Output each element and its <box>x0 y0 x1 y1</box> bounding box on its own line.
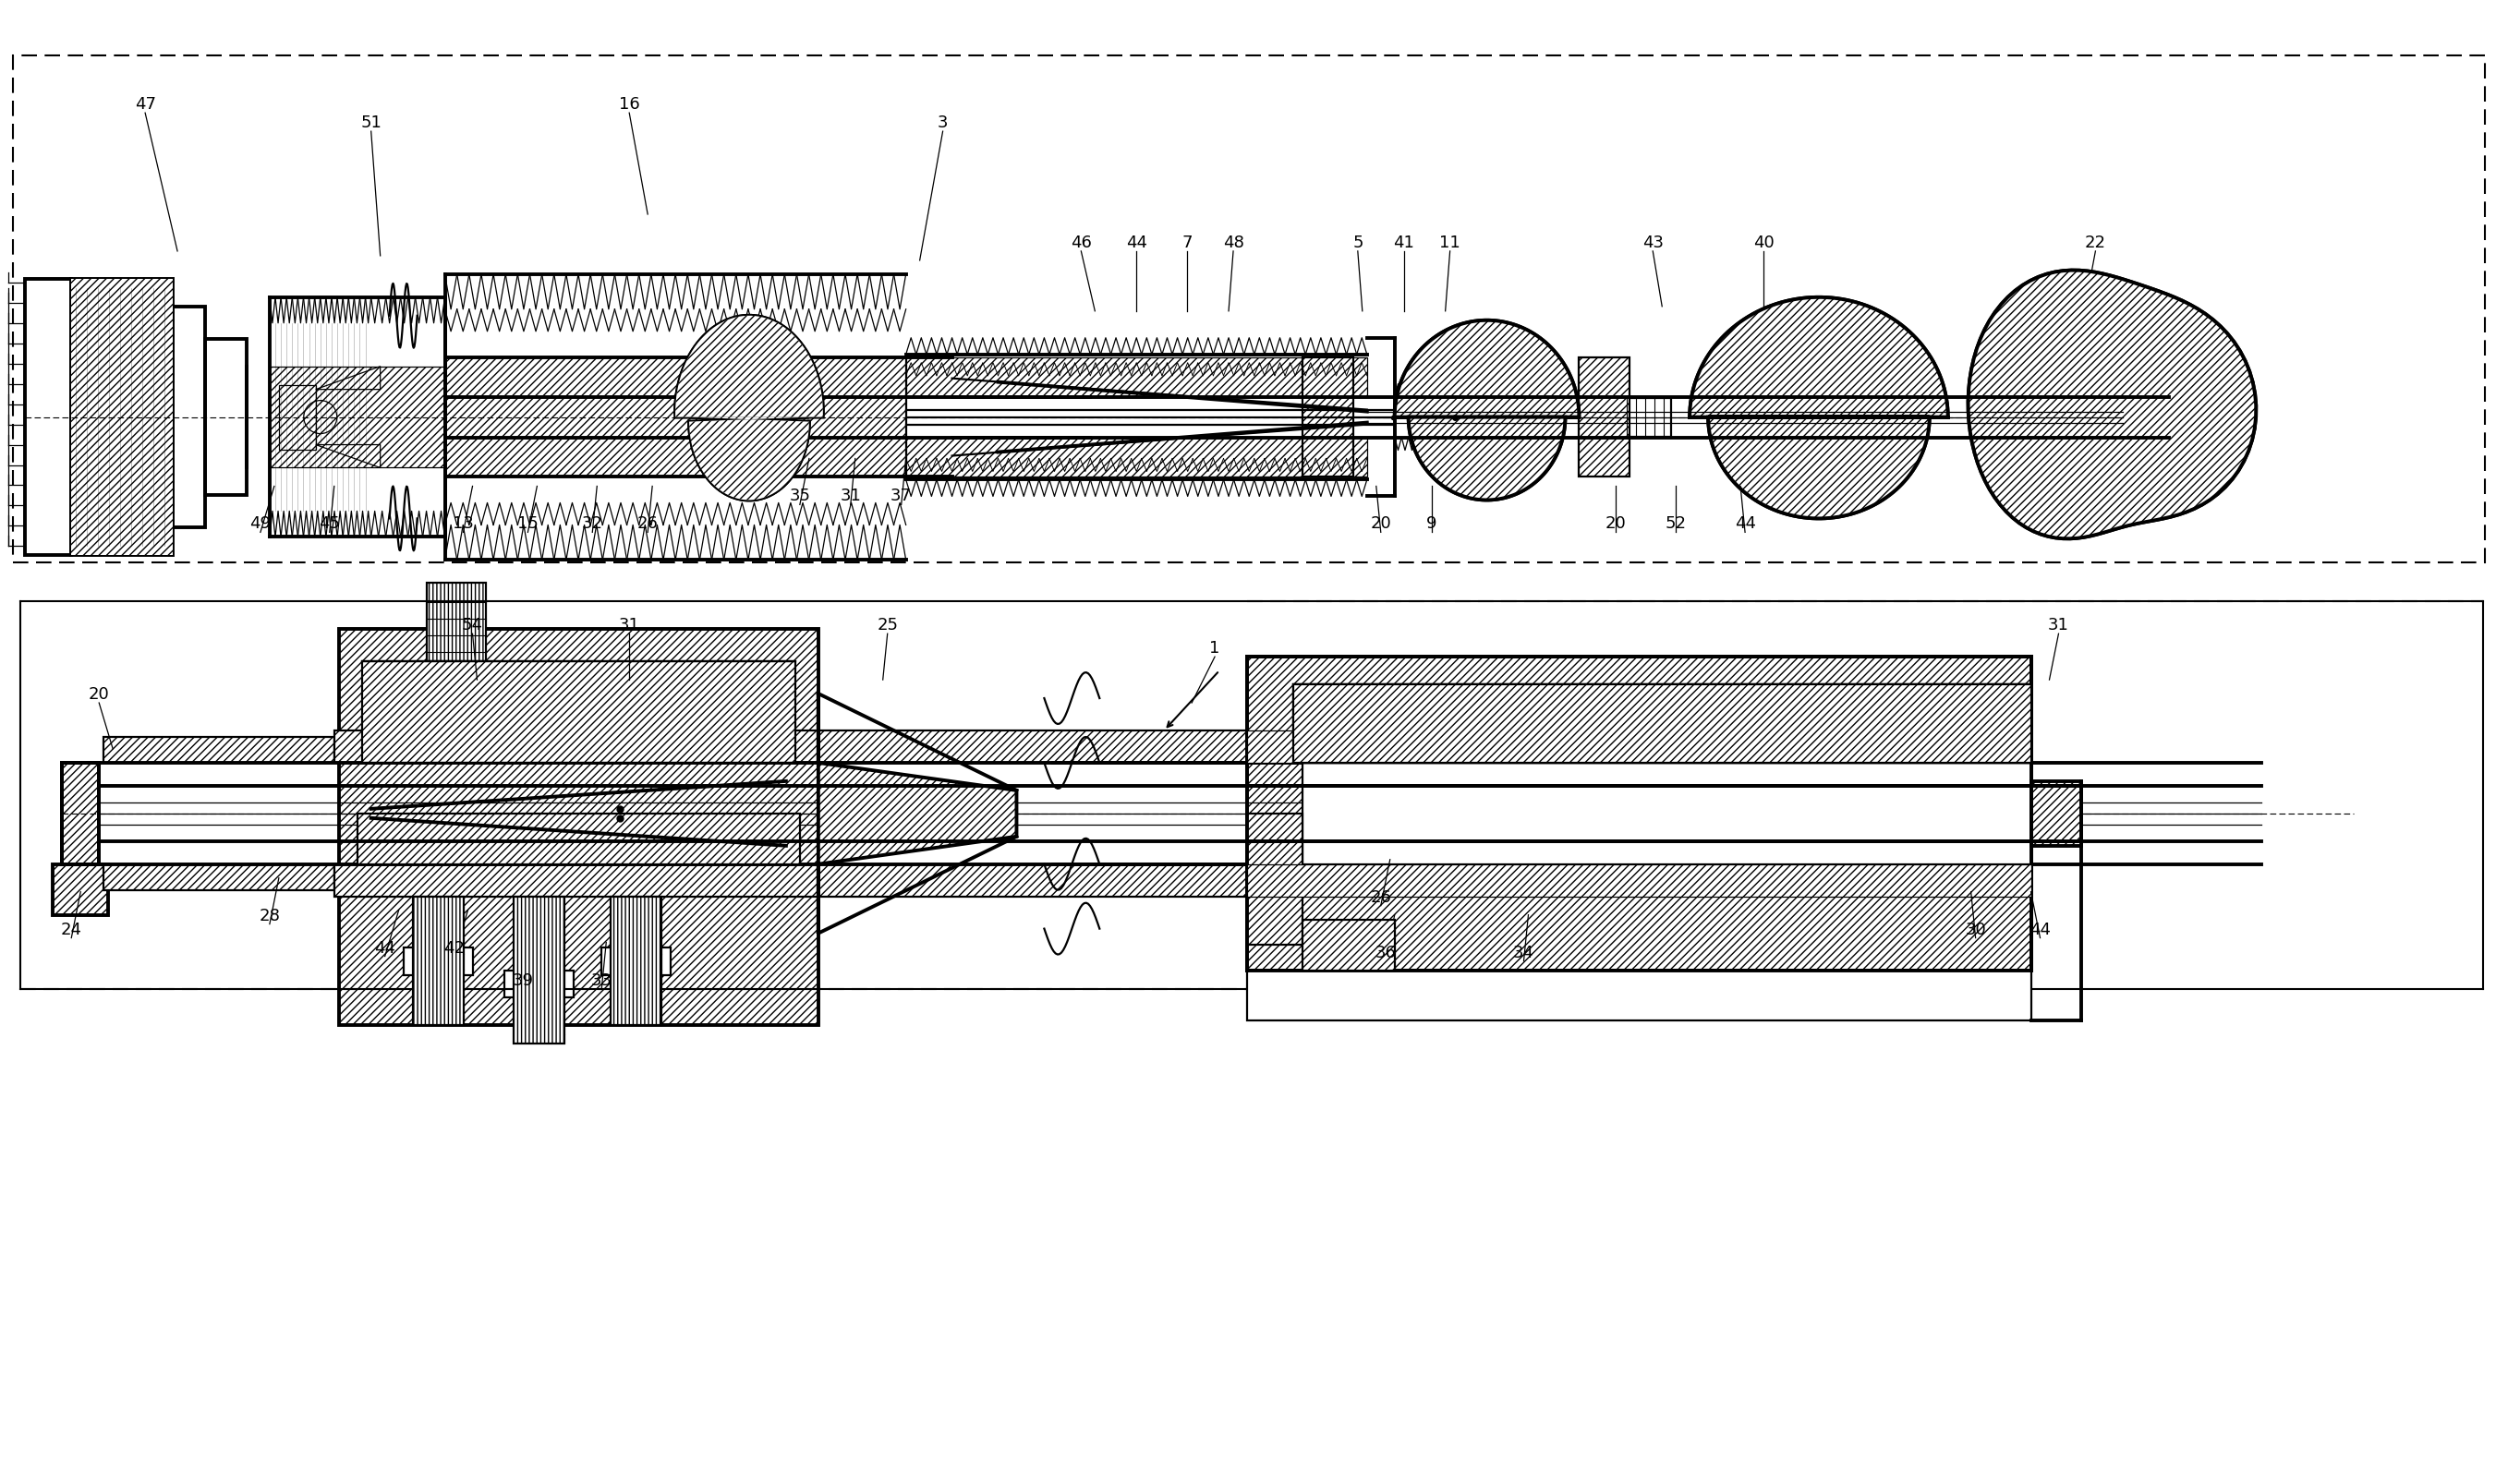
Bar <box>13 55 2485 562</box>
Bar <box>905 438 1366 477</box>
Text: 37: 37 <box>890 488 912 505</box>
Bar <box>602 948 670 975</box>
Bar <box>514 896 564 1044</box>
Polygon shape <box>819 693 1016 933</box>
Bar <box>1303 920 1394 969</box>
Text: 31: 31 <box>620 618 640 634</box>
Bar <box>1449 396 1487 438</box>
Bar <box>280 385 315 450</box>
Text: 39: 39 <box>512 972 534 988</box>
Bar <box>25 279 71 555</box>
Text: 3: 3 <box>937 115 948 131</box>
Bar <box>403 948 474 975</box>
Bar <box>338 629 819 1025</box>
Text: 16: 16 <box>620 96 640 112</box>
Bar <box>413 896 464 1025</box>
Text: 20: 20 <box>1605 515 1625 533</box>
Bar <box>1580 358 1630 477</box>
Text: 43: 43 <box>1643 235 1663 251</box>
Bar <box>71 279 174 555</box>
Text: 31: 31 <box>2049 618 2069 634</box>
Text: 22: 22 <box>2084 235 2107 251</box>
Text: 34: 34 <box>1512 945 1535 961</box>
Bar <box>174 307 204 527</box>
Text: 47: 47 <box>134 96 156 112</box>
Bar <box>1620 397 1671 437</box>
Polygon shape <box>315 445 381 467</box>
Text: 24: 24 <box>60 921 83 937</box>
Bar <box>335 730 1303 762</box>
Bar <box>363 661 796 762</box>
Bar <box>610 896 663 1025</box>
Bar <box>1247 969 2031 1021</box>
Text: 20: 20 <box>1371 515 1391 533</box>
Bar <box>1247 657 2031 969</box>
Bar <box>1293 685 2031 762</box>
Text: 51: 51 <box>360 115 381 131</box>
Bar <box>103 864 335 891</box>
Bar <box>71 279 174 555</box>
Bar <box>1293 685 2031 762</box>
Bar <box>63 762 98 864</box>
Bar <box>2031 781 2082 845</box>
Bar <box>358 813 799 864</box>
Text: 36: 36 <box>1376 945 1396 961</box>
Text: 33: 33 <box>592 972 612 988</box>
Text: 31: 31 <box>839 488 862 505</box>
Text: 42: 42 <box>444 940 464 956</box>
Text: 13: 13 <box>454 515 474 533</box>
Bar <box>1303 358 1353 477</box>
Text: 41: 41 <box>1394 235 1414 251</box>
Text: 45: 45 <box>320 515 340 533</box>
Polygon shape <box>1968 270 2255 539</box>
Text: 44: 44 <box>1734 515 1756 533</box>
Text: 26: 26 <box>1371 889 1391 905</box>
Polygon shape <box>1691 298 1948 418</box>
Text: 30: 30 <box>1966 921 1986 937</box>
Bar <box>103 737 335 762</box>
Text: 15: 15 <box>517 515 539 533</box>
Bar <box>446 358 905 477</box>
Bar <box>905 358 1366 397</box>
Text: 44: 44 <box>375 940 396 956</box>
Polygon shape <box>688 418 809 499</box>
Text: 44: 44 <box>2029 921 2051 937</box>
Polygon shape <box>1394 320 1580 418</box>
Text: 26: 26 <box>638 515 658 533</box>
Text: 35: 35 <box>789 488 811 505</box>
Polygon shape <box>1409 418 1565 499</box>
Bar <box>1303 762 2031 864</box>
Text: 25: 25 <box>877 618 897 634</box>
Text: 7: 7 <box>1182 235 1192 251</box>
Text: 40: 40 <box>1754 235 1774 251</box>
Text: 46: 46 <box>1071 235 1091 251</box>
Text: 54: 54 <box>461 618 484 634</box>
Text: 48: 48 <box>1222 235 1245 251</box>
Polygon shape <box>1709 418 1930 518</box>
Bar <box>1247 813 1303 945</box>
Text: 1: 1 <box>1210 639 1220 657</box>
Text: 49: 49 <box>249 515 272 533</box>
Bar <box>504 969 575 997</box>
Text: 20: 20 <box>88 686 108 702</box>
Text: 11: 11 <box>1439 235 1462 251</box>
Bar <box>270 366 446 467</box>
Text: 28: 28 <box>260 908 280 924</box>
Polygon shape <box>1968 270 2255 539</box>
Bar <box>204 339 247 495</box>
Text: 9: 9 <box>1426 515 1436 533</box>
Text: 52: 52 <box>1666 515 1686 533</box>
Text: 5: 5 <box>1353 235 1363 251</box>
Polygon shape <box>688 418 809 499</box>
Bar <box>53 864 108 915</box>
Text: 44: 44 <box>1126 235 1147 251</box>
Text: 32: 32 <box>582 515 602 533</box>
Polygon shape <box>675 315 824 418</box>
Polygon shape <box>315 366 381 390</box>
Bar <box>1247 730 2031 762</box>
Bar <box>426 583 486 661</box>
Polygon shape <box>675 315 824 418</box>
Bar <box>1247 864 2031 896</box>
Bar <box>335 864 1303 896</box>
